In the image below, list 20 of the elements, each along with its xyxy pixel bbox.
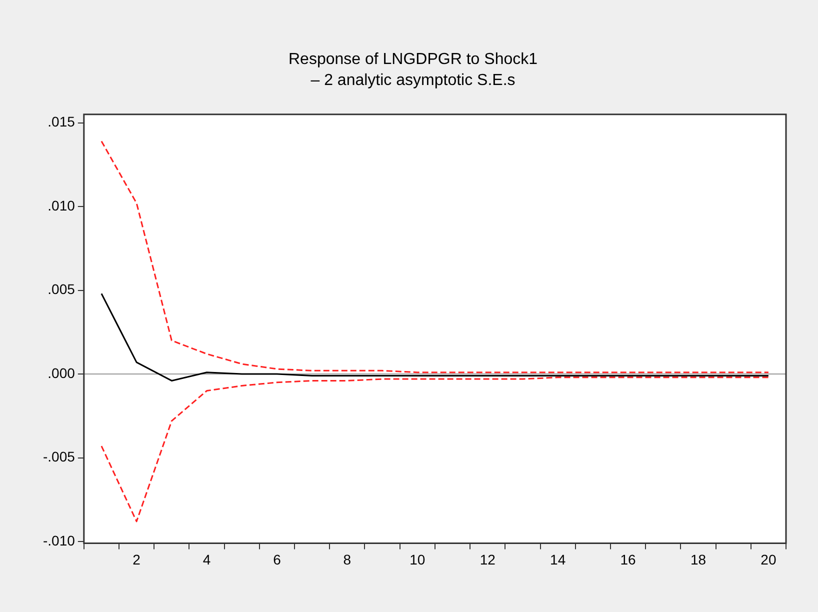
x-tick-label: 20 xyxy=(760,551,776,568)
x-tick-label: 10 xyxy=(410,551,426,568)
y-tick-label: .005 xyxy=(48,281,76,298)
line-series xyxy=(100,140,770,374)
x-tick-label: 8 xyxy=(343,551,352,568)
chart-subtitle: – 2 analytic asymptotic S.E.s xyxy=(310,72,516,90)
x-tick-label: 4 xyxy=(202,551,211,568)
y-tick-label: .000 xyxy=(48,364,76,381)
x-tick-label: 6 xyxy=(273,551,282,568)
chart-title: Response of LNGDPGR to Shock1 xyxy=(288,51,538,68)
x-tick-label: 18 xyxy=(690,551,706,568)
y-tick-label: -.010 xyxy=(42,532,76,548)
x-tick-label: 2 xyxy=(132,551,141,568)
y-tick-label: -.005 xyxy=(42,448,76,465)
x-tick-label: 14 xyxy=(550,551,566,568)
y-tick-label: .010 xyxy=(48,197,76,214)
line-series xyxy=(100,376,770,522)
x-tick-label: 16 xyxy=(620,551,636,568)
x-tick-label: 12 xyxy=(480,551,496,568)
y-tick-label: .015 xyxy=(48,114,76,130)
